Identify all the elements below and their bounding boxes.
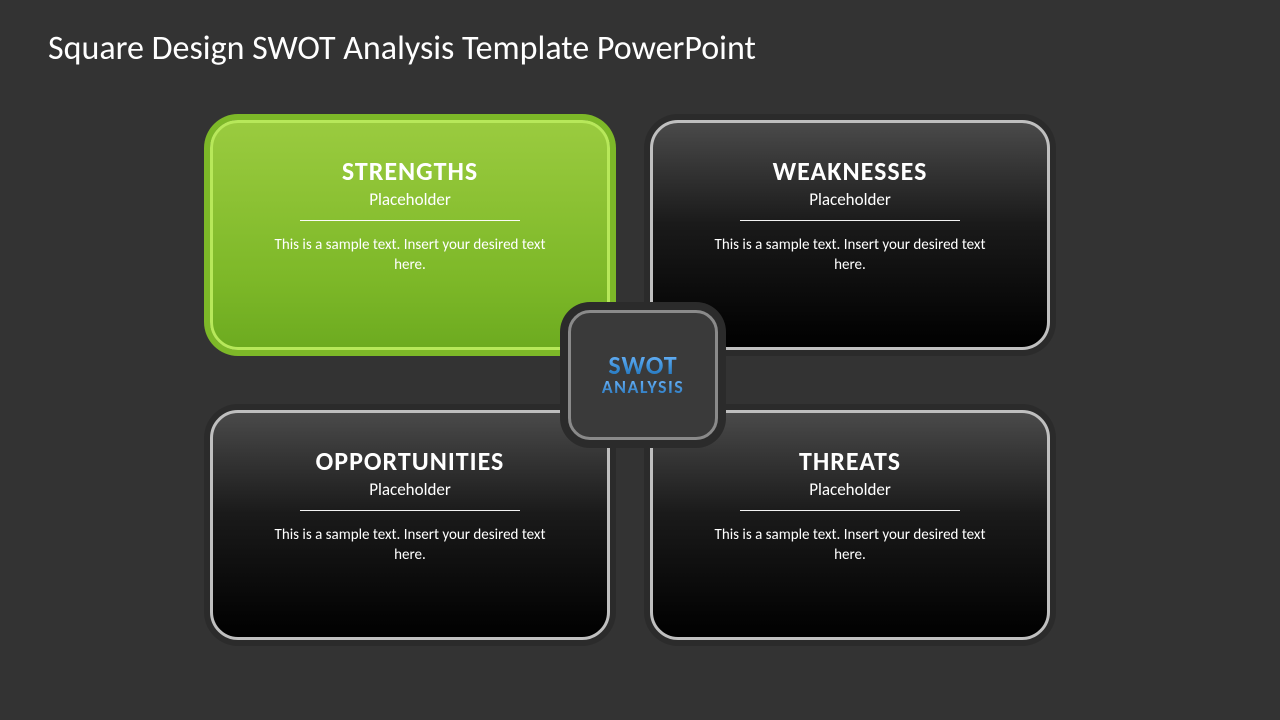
quad-opportunities-title: OPPORTUNITIES [247, 445, 573, 477]
quad-opportunities: OPPORTUNITIES Placeholder This is a samp… [210, 410, 610, 640]
quad-threats-title: THREATS [687, 445, 1013, 477]
quad-strengths: STRENGTHS Placeholder This is a sample t… [210, 120, 610, 350]
divider [300, 220, 520, 221]
quad-strengths-title: STRENGTHS [247, 155, 573, 187]
quad-opportunities-subtitle: Placeholder [247, 479, 573, 500]
center-title-line2: ANALYSIS [602, 378, 685, 398]
quad-weaknesses-subtitle: Placeholder [687, 189, 1013, 210]
quad-strengths-subtitle: Placeholder [247, 189, 573, 210]
slide-title: Square Design SWOT Analysis Template Pow… [48, 28, 756, 69]
quad-strengths-body: This is a sample text. Insert your desir… [260, 235, 560, 276]
quad-threats-body: This is a sample text. Insert your desir… [700, 525, 1000, 566]
quad-weaknesses-title: WEAKNESSES [687, 155, 1013, 187]
quad-threats-subtitle: Placeholder [687, 479, 1013, 500]
quad-threats: THREATS Placeholder This is a sample tex… [650, 410, 1050, 640]
divider [300, 510, 520, 511]
center-title-line1: SWOT [608, 352, 677, 378]
quad-opportunities-body: This is a sample text. Insert your desir… [260, 525, 560, 566]
divider [740, 220, 960, 221]
divider [740, 510, 960, 511]
quad-weaknesses-body: This is a sample text. Insert your desir… [700, 235, 1000, 276]
center-badge: SWOT ANALYSIS [568, 310, 718, 440]
swot-grid: STRENGTHS Placeholder This is a sample t… [210, 120, 1070, 700]
